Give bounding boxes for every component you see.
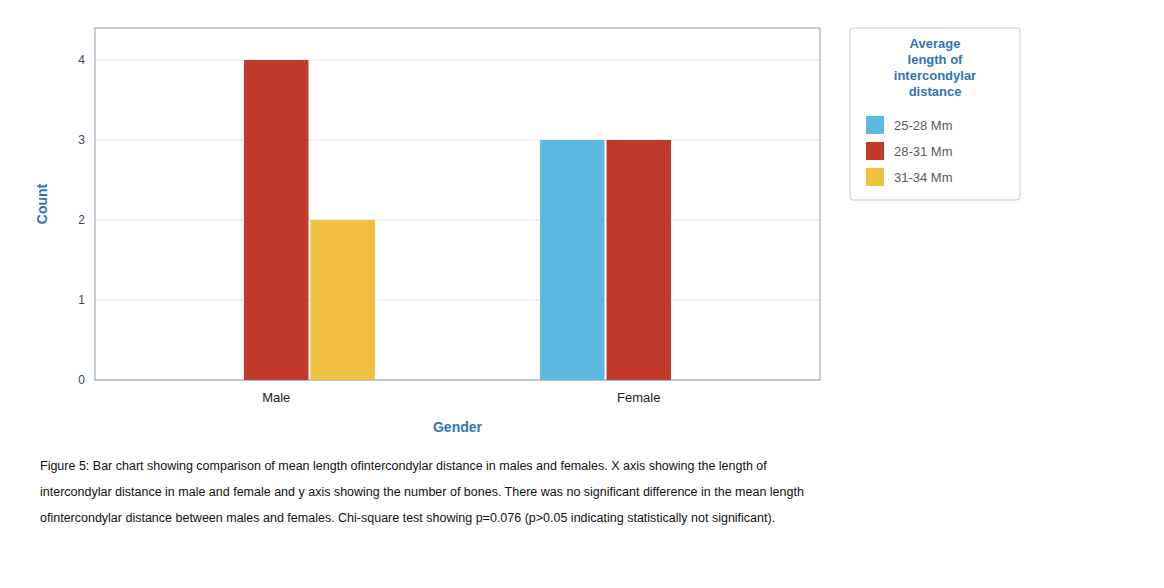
grid-line [95, 220, 820, 221]
legend-swatch [866, 116, 884, 134]
bars [244, 60, 671, 380]
bar [607, 140, 671, 380]
grid [95, 60, 820, 380]
caption-line: ofintercondylar distance between males a… [40, 511, 775, 525]
caption-line: intercondylar distance in male and femal… [40, 485, 804, 499]
y-tick-label: 0 [78, 373, 85, 387]
plot-frame [95, 28, 820, 380]
y-tick-label: 2 [78, 213, 85, 227]
chart-svg: 0 1 2 3 4 Male Female Gender Count Averagelength … [0, 0, 1164, 588]
caption-line: Figure 5: Bar chart showing comparison o… [40, 459, 767, 473]
y-tick-label: 3 [78, 133, 85, 147]
legend-title: Averagelength ofintercondylardistance [894, 36, 976, 99]
x-tick-label: Female [617, 390, 660, 405]
legend-swatch [866, 142, 884, 160]
grid-line [95, 140, 820, 141]
chart-container: 0 1 2 3 4 Male Female Gender Count Averagelength … [0, 0, 1164, 588]
bar [178, 380, 242, 381]
y-axis-label: Count [34, 183, 50, 224]
legend-label: 28-31 Mm [894, 144, 953, 159]
x-tick-label: Male [262, 390, 290, 405]
bar [310, 220, 374, 380]
bar [673, 380, 737, 381]
legend-swatch [866, 168, 884, 186]
bar [244, 60, 308, 380]
grid-line [95, 60, 820, 61]
y-tick-label: 1 [78, 293, 85, 307]
x-axis-label: Gender [433, 419, 483, 435]
legend-label: 25-28 Mm [894, 118, 953, 133]
legend-frame [850, 28, 1020, 200]
bar [540, 140, 604, 380]
legend: Averagelength ofintercondylardistance 25-… [850, 28, 1020, 200]
grid-line [95, 300, 820, 301]
legend-label: 31-34 Mm [894, 170, 953, 185]
y-tick-label: 4 [78, 53, 85, 67]
